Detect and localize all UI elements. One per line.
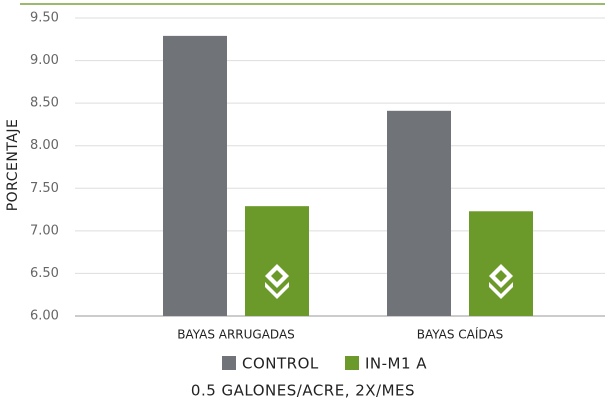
icon-chevron (265, 282, 289, 299)
icon-chevron (489, 282, 513, 299)
x-tick-label: BAYAS CAÍDAS (417, 327, 504, 342)
y-tick-label: 9.50 (30, 11, 59, 26)
x-axis-label: 0.5 GALONES/ACRE, 2X/MES (191, 382, 415, 400)
y-tick-label: 8.00 (30, 138, 59, 153)
bar (469, 211, 533, 316)
y-tick-label: 6.00 (30, 309, 59, 324)
x-tick-label: BAYAS ARRUGADAS (177, 328, 295, 342)
y-tick-label: 7.50 (30, 181, 59, 196)
icon-diamond (489, 264, 513, 288)
brand-icon (489, 264, 513, 299)
y-tick-label: 7.00 (30, 223, 59, 238)
y-axis-label: PORCENTAJE (5, 119, 21, 212)
legend-swatch (222, 356, 236, 370)
legend-label: CONTROL (242, 355, 319, 373)
bar (387, 110, 451, 316)
y-tick-label: 8.50 (30, 96, 59, 111)
y-tick-label: 6.50 (30, 266, 59, 281)
legend-label: IN-M1 A (365, 355, 427, 373)
bar (163, 35, 227, 316)
brand-icon (265, 264, 289, 299)
y-tick-label: 9.00 (30, 53, 59, 68)
icon-diamond (265, 264, 289, 288)
legend-swatch (345, 356, 359, 370)
bar (245, 206, 309, 316)
